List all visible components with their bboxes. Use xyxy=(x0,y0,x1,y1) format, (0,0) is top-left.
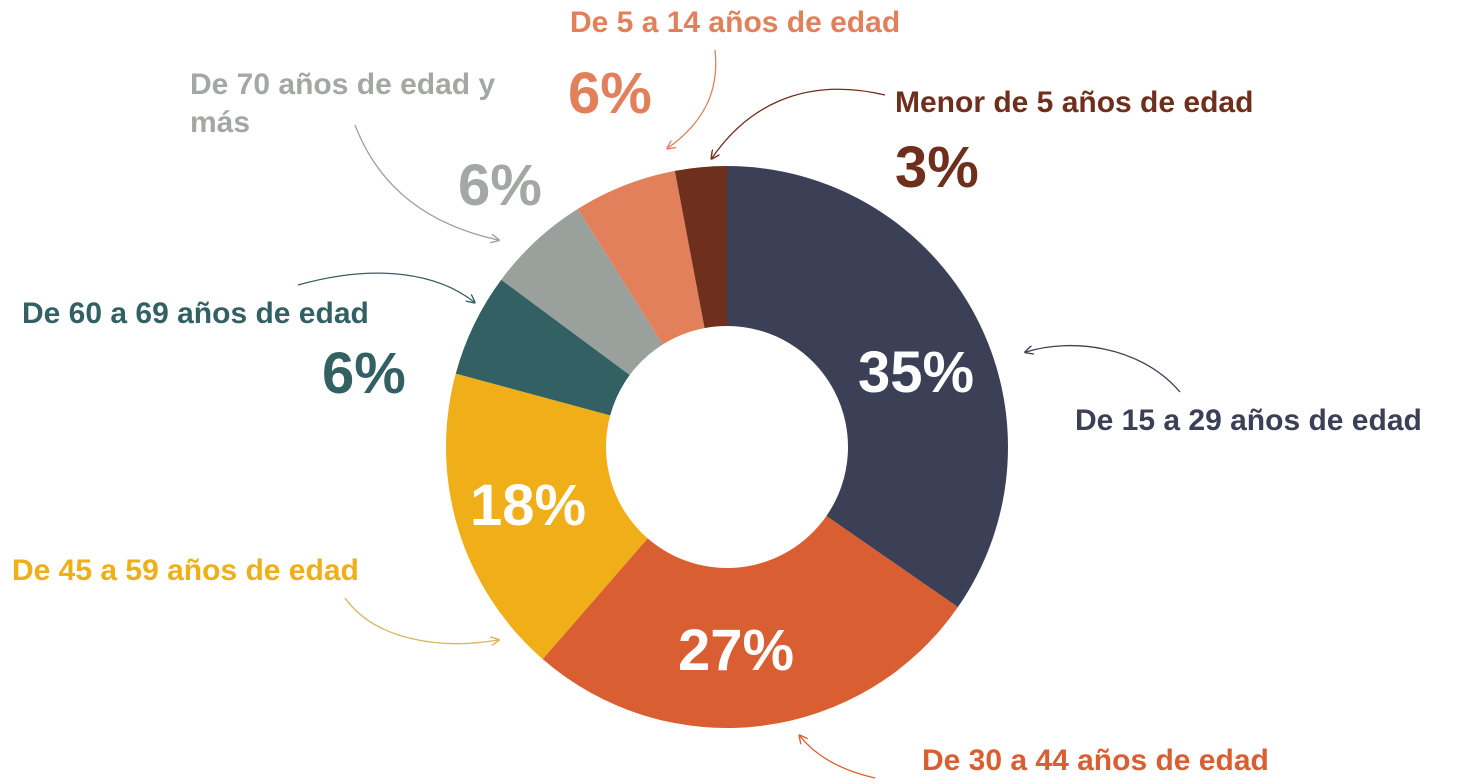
donut-slice xyxy=(727,166,1008,608)
value-label: 27% xyxy=(678,618,795,683)
arrow xyxy=(1026,344,1181,393)
arrow xyxy=(354,124,498,240)
donut-slice xyxy=(446,373,648,660)
category-label: De 30 a 44 años de edad xyxy=(922,744,1269,777)
value-label: 6% xyxy=(322,341,406,406)
value-label: 6% xyxy=(568,61,652,126)
category-label: De 45 a 59 años de edad xyxy=(12,554,359,587)
value-label: 18% xyxy=(470,473,587,538)
donut-slice xyxy=(542,515,958,728)
arrow xyxy=(712,88,886,158)
arrow xyxy=(344,597,498,644)
arrow xyxy=(800,736,876,779)
donut-slice xyxy=(577,170,705,345)
value-label: 35% xyxy=(858,340,975,405)
arrows xyxy=(297,49,1181,779)
donut-slice xyxy=(501,208,663,375)
arrow xyxy=(668,49,717,148)
category-label: De 70 años de edad y más xyxy=(190,68,496,139)
category-label: De 15 a 29 años de edad xyxy=(1075,404,1422,437)
category-label: De 5 a 14 años de edad xyxy=(570,6,901,39)
value-label: 3% xyxy=(895,135,979,200)
arrow xyxy=(297,272,474,302)
category-label: De 60 a 69 años de edad xyxy=(22,297,369,330)
category-label: Menor de 5 años de edad xyxy=(895,86,1254,119)
donut-slice xyxy=(674,166,727,329)
donut-slice xyxy=(455,279,630,416)
value-label: 6% xyxy=(458,153,542,218)
